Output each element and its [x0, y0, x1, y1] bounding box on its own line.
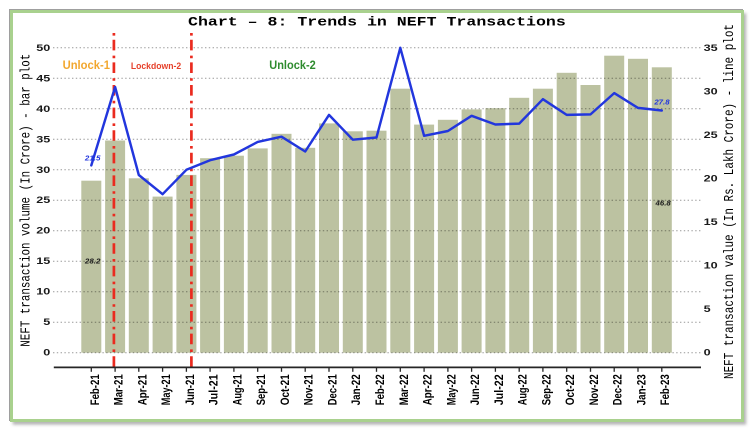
svg-text:Nov-21: Nov-21 [302, 374, 316, 405]
svg-text:50: 50 [36, 42, 50, 53]
svg-text:25: 25 [704, 129, 718, 140]
svg-text:May-21: May-21 [159, 374, 173, 405]
svg-text:0: 0 [704, 347, 711, 358]
svg-text:Jun-22: Jun-22 [468, 374, 482, 405]
svg-text:Aug-21: Aug-21 [230, 374, 244, 405]
svg-text:Dec-21: Dec-21 [325, 374, 339, 405]
svg-text:Oct-21: Oct-21 [278, 374, 292, 405]
svg-text:Nov-22: Nov-22 [587, 374, 601, 405]
svg-text:15: 15 [36, 255, 50, 266]
svg-text:10: 10 [704, 260, 718, 271]
svg-text:May-22: May-22 [444, 374, 458, 405]
svg-text:40: 40 [36, 103, 50, 114]
svg-text:35: 35 [704, 42, 718, 53]
svg-text:5: 5 [704, 303, 711, 314]
svg-text:46.8: 46.8 [655, 199, 672, 208]
svg-text:Mar-22: Mar-22 [397, 374, 411, 405]
svg-text:5: 5 [43, 316, 50, 327]
svg-text:Jan-23: Jan-23 [635, 374, 649, 405]
svg-text:Feb-23: Feb-23 [658, 374, 672, 405]
svg-text:21.5: 21.5 [84, 153, 101, 162]
svg-text:30: 30 [36, 164, 50, 175]
svg-text:10: 10 [36, 286, 50, 297]
svg-text:20: 20 [36, 225, 50, 236]
svg-text:NEFT transaction volume (In Cr: NEFT transaction volume (In Crore) - bar… [19, 54, 34, 347]
svg-text:27.8: 27.8 [653, 98, 670, 107]
svg-text:Unlock-1: Unlock-1 [63, 60, 111, 72]
svg-text:0: 0 [43, 347, 50, 358]
svg-text:Oct-22: Oct-22 [563, 374, 577, 405]
svg-text:NEFT transaction value (In Rs.: NEFT transaction value (In Rs. Lakh Cror… [723, 24, 738, 379]
svg-text:Apr-22: Apr-22 [421, 374, 435, 405]
svg-text:25: 25 [36, 194, 50, 205]
svg-text:Jul-22: Jul-22 [492, 374, 506, 405]
svg-text:Chart – 8: Trends in NEFT Tran: Chart – 8: Trends in NEFT Transactions [188, 16, 566, 30]
svg-text:Sep-21: Sep-21 [254, 374, 268, 405]
svg-text:Sep-22: Sep-22 [539, 374, 553, 405]
svg-text:Jul-21: Jul-21 [207, 374, 221, 405]
svg-text:30: 30 [704, 85, 718, 96]
svg-text:Lockdown-2: Lockdown-2 [131, 61, 181, 71]
svg-text:Unlock-2: Unlock-2 [269, 60, 316, 72]
svg-text:35: 35 [36, 133, 50, 144]
svg-text:Feb-22: Feb-22 [373, 374, 387, 405]
svg-text:20: 20 [704, 173, 718, 184]
svg-text:Jun-21: Jun-21 [183, 374, 197, 405]
svg-text:Jan-22: Jan-22 [349, 374, 363, 405]
svg-text:Dec-22: Dec-22 [611, 374, 625, 405]
svg-text:Feb-21: Feb-21 [88, 374, 102, 405]
svg-text:45: 45 [36, 72, 50, 83]
svg-text:Mar-21: Mar-21 [112, 374, 126, 405]
svg-text:28.2: 28.2 [84, 256, 101, 265]
svg-text:Apr-21: Apr-21 [135, 374, 149, 405]
svg-text:15: 15 [704, 216, 718, 227]
svg-text:Aug-22: Aug-22 [516, 374, 530, 405]
